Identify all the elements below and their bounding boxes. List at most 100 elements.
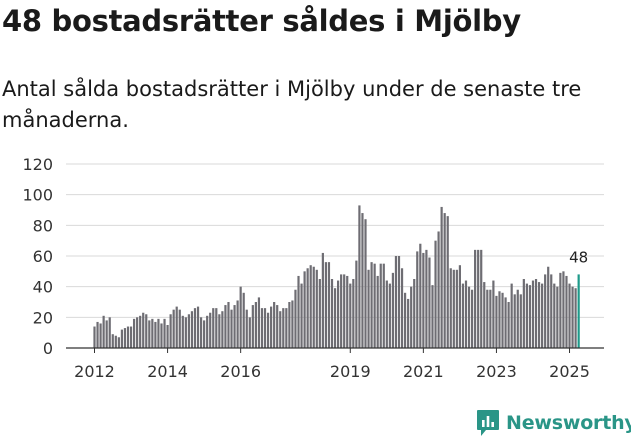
bar: [242, 292, 245, 348]
bar: [108, 317, 111, 348]
bar: [431, 285, 434, 348]
bar: [142, 312, 145, 348]
bar: [385, 280, 388, 348]
bar: [227, 302, 230, 348]
bar: [306, 268, 309, 348]
bar: [175, 306, 178, 348]
bar: [410, 286, 413, 348]
bar: [129, 326, 133, 348]
x-tick-label: 2016: [220, 362, 261, 381]
x-tick-label: 2023: [476, 362, 517, 381]
bar: [300, 283, 303, 348]
bar: [254, 302, 257, 348]
bar: [483, 282, 486, 348]
bar: [489, 289, 492, 348]
bar: [501, 292, 504, 348]
bar: [391, 272, 395, 348]
bar: [370, 262, 373, 348]
bar: [407, 298, 410, 348]
bar: [315, 269, 318, 348]
bar: [184, 317, 187, 348]
bar: [470, 289, 474, 348]
bar: [458, 265, 461, 348]
bar: [266, 312, 270, 348]
bar: [373, 263, 376, 348]
bar: [355, 260, 358, 348]
bar: [553, 283, 556, 348]
bar: [452, 269, 455, 348]
bar: [367, 269, 370, 348]
bar: [312, 266, 315, 348]
bar: [559, 272, 562, 348]
bar: [480, 249, 483, 348]
bar: [440, 206, 443, 348]
bar: [291, 300, 294, 348]
bar: [297, 275, 300, 348]
bar: [294, 289, 297, 348]
bar: [568, 283, 571, 348]
bar: [443, 213, 446, 348]
chart-subtitle: Antal sålda bostadsrätter i Mjölby under…: [2, 77, 582, 132]
y-tick-label: 120: [22, 155, 53, 174]
bar: [285, 308, 288, 348]
bar: [321, 252, 324, 348]
newsworthy-logo: Newsworthy: [476, 409, 631, 437]
bar: [413, 279, 416, 348]
bar: [132, 318, 136, 348]
bar: [196, 306, 200, 348]
bar: [230, 309, 233, 348]
x-axis-ticks: 2012 2014 2016 2019 2021 2023 2025: [74, 348, 590, 381]
bar: [525, 283, 528, 348]
bar: [148, 320, 151, 348]
bar: [145, 314, 148, 348]
bar: [327, 262, 331, 348]
bar: [248, 317, 251, 348]
bar: [181, 315, 184, 348]
bar: [403, 292, 407, 348]
bar: [245, 309, 248, 348]
bar: [330, 279, 334, 348]
bar: [239, 286, 242, 348]
bar: [434, 240, 437, 348]
bar: [537, 282, 541, 348]
bar: [544, 274, 547, 348]
bar: [416, 251, 419, 348]
page-title: 48 bostadsrätter såldes i Mjölby: [2, 4, 521, 38]
bar: [541, 283, 544, 348]
bar: [117, 337, 120, 348]
bar: [120, 329, 124, 348]
bar: [102, 315, 105, 348]
bar: [154, 321, 157, 348]
bar: [522, 279, 525, 348]
bar: [550, 274, 553, 348]
bar: [376, 275, 379, 348]
bar: [495, 295, 498, 348]
bar: [547, 266, 550, 348]
bar: [492, 280, 495, 348]
bar: [504, 297, 507, 348]
bar: [203, 320, 206, 348]
x-tick-label: 2021: [403, 362, 444, 381]
bar: [123, 328, 127, 348]
bar: [477, 249, 480, 348]
bar: [166, 325, 169, 348]
bar: [224, 305, 227, 348]
bar: [361, 213, 364, 348]
x-tick-label: 2019: [330, 362, 371, 381]
bar: [288, 302, 291, 348]
bar: [343, 274, 346, 348]
bar: [206, 315, 209, 348]
bar: [352, 279, 355, 348]
y-tick-label: 100: [22, 186, 53, 205]
bar: [455, 269, 458, 348]
last-bar-label: 48: [569, 248, 588, 266]
bar-chart: 0 20 40 60 80 100 120 2012 2014 2016 2019 2021 2023…: [22, 155, 604, 381]
bar: [397, 256, 401, 348]
bar: [510, 283, 513, 348]
bar: [467, 286, 471, 348]
newsworthy-icon: [477, 410, 499, 436]
bar: [531, 280, 535, 348]
bar: [178, 309, 181, 348]
bars: [93, 205, 580, 348]
bar: [218, 314, 221, 348]
